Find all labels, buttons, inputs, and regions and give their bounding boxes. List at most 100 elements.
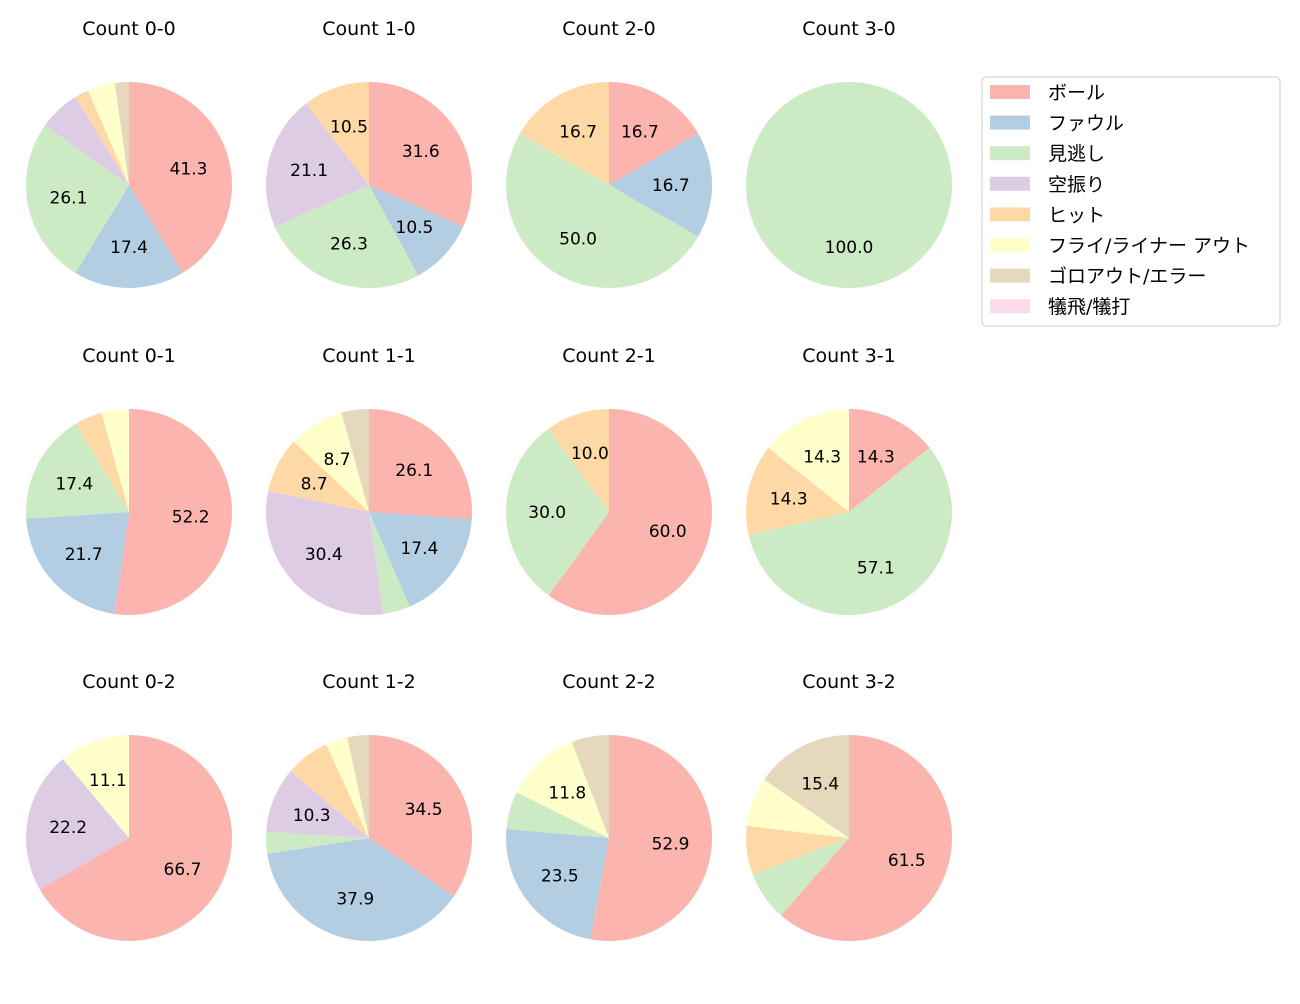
slice-label: 16.7: [652, 176, 690, 196]
slice-label: 8.7: [323, 450, 350, 470]
pie-slice-ファウル: [609, 133, 712, 237]
pie-slice-ヒット: [746, 825, 849, 875]
pie-2-0: Count 2-0 16.7 16.7 50.0 16.7: [505, 18, 712, 289]
pie-slice-ヒット: [290, 744, 369, 838]
pie-slice-ファウル: [75, 185, 183, 288]
pie-title: Count 2-2: [562, 671, 656, 693]
slice-label: 11.1: [89, 771, 127, 791]
slice-label: 26.3: [330, 234, 368, 254]
pie-0-2: Count 0-2 66.7 22.2 11.1: [25, 671, 233, 941]
slice-label: 57.1: [857, 559, 895, 579]
pie-slice-見逃し: [25, 125, 129, 273]
pie-title: Count 0-1: [82, 345, 176, 367]
pie-1-2: Count 1-2 34.5 37.9 10.3: [266, 671, 473, 941]
pie-slice-見逃し: [26, 423, 130, 519]
legend-label: 見逃し: [1048, 143, 1105, 165]
pie-slice-フライ/ライナー アウト: [88, 82, 129, 185]
slice-label: 30.4: [305, 545, 343, 565]
legend-swatch: [990, 115, 1030, 130]
pie-slice-見逃し: [505, 133, 699, 289]
pie-slice-空振り: [266, 770, 369, 838]
pie-slice-空振り: [266, 103, 369, 227]
pie-title: Count 0-0: [82, 18, 176, 40]
pie-slice-空振り: [265, 490, 383, 615]
pie-slice-ヒット: [746, 447, 849, 536]
slice-label: 10.0: [571, 444, 609, 464]
slice-label: 8.7: [301, 474, 328, 494]
pie-title: Count 3-0: [802, 18, 896, 40]
pie-title: Count 3-1: [802, 345, 896, 367]
pie-slice-ゴロアウト/エラー: [114, 82, 129, 185]
slice-label: 26.1: [395, 461, 433, 481]
pie-slice-ボール: [39, 735, 233, 941]
pie-slice-ボール: [548, 409, 713, 616]
slice-label: 21.1: [290, 161, 328, 181]
pie-0-0: Count 0-0 41.3 17.4 26.1: [25, 18, 232, 288]
pie-slice-ボール: [114, 409, 232, 615]
pie-slice-ゴロアウト/エラー: [764, 735, 849, 838]
pie-slice-ボール: [849, 409, 930, 512]
pie-0-1: Count 0-1 52.2 21.7 17.4: [26, 345, 232, 615]
slice-label: 10.3: [293, 806, 331, 826]
slice-label: 10.5: [330, 118, 368, 138]
pie-slice-空振り: [44, 97, 130, 185]
legend-swatch: [990, 85, 1030, 99]
pie-3-1: Count 3-1 14.3 57.1 14.3 14.3: [746, 345, 952, 615]
legend-label: 犠飛/犠打: [1048, 296, 1130, 318]
slice-label: 17.4: [110, 238, 148, 258]
pie-slice-フライ/ライナー アウト: [101, 409, 129, 512]
slice-label: 17.4: [55, 474, 93, 494]
pie-slice-見逃し: [369, 512, 410, 615]
pie-2-2: Count 2-2 52.9 23.5 11.8: [505, 671, 713, 942]
legend-label: ゴロアウト/エラー: [1048, 266, 1206, 288]
legend-swatch: [990, 146, 1030, 161]
pie-slice-ファウル: [505, 828, 609, 940]
slice-label: 10.5: [396, 218, 434, 238]
pie-title: Count 2-1: [562, 345, 656, 367]
slice-label: 30.0: [528, 503, 566, 523]
pie-slice-フライ/ライナー アウト: [746, 779, 849, 838]
legend-swatch: [990, 176, 1030, 191]
pie-slice-ファウル: [369, 512, 472, 607]
slice-label: 22.2: [49, 818, 87, 838]
pie-slice-フライ/ライナー アウト: [516, 741, 609, 838]
pie-slice-ファウル: [267, 838, 454, 941]
pie-slice-ボール: [369, 82, 472, 227]
pie-title: Count 1-2: [322, 671, 416, 693]
slice-label: 16.7: [559, 122, 597, 142]
slice-label: 52.9: [652, 835, 690, 855]
pie-slice-ヒット: [75, 90, 129, 185]
slice-label: 23.5: [541, 866, 579, 886]
pie-title: Count 1-1: [322, 345, 416, 367]
slice-label: 100.0: [825, 238, 874, 258]
pie-slice-空振り: [25, 759, 129, 890]
pie-slice-ヒット: [305, 82, 369, 185]
pie-slice-ファウル: [369, 185, 464, 276]
slice-label: 15.4: [801, 774, 839, 794]
pie-slice-ボール: [609, 82, 699, 185]
slice-label: 31.6: [402, 142, 440, 162]
pie-2-1: Count 2-1 60.0 30.0 10.0: [506, 345, 713, 616]
legend-label: ボール: [1048, 82, 1105, 104]
slice-label: 41.3: [170, 159, 208, 179]
pie-slice-フライ/ライナー アウト: [326, 737, 369, 838]
pie-slice-ゴロアウト/エラー: [341, 409, 369, 512]
slice-label: 16.7: [621, 122, 659, 142]
slice-label: 14.3: [857, 447, 895, 467]
slice-label: 34.5: [405, 800, 443, 820]
pie-slice-ファウル: [26, 512, 130, 614]
pie-slice-フライ/ライナー アウト: [768, 409, 849, 512]
slice-label: 50.0: [559, 230, 597, 250]
pie-slice-見逃し: [506, 792, 609, 838]
pie-slice-ヒット: [548, 409, 609, 512]
slice-label: 60.0: [649, 522, 687, 542]
pie-slice-見逃し: [748, 447, 952, 615]
legend-swatch: [990, 299, 1030, 314]
pie-slice-ボール: [780, 735, 952, 941]
slice-label: 14.3: [803, 447, 841, 467]
pie-slice-ボール: [369, 735, 473, 897]
pie-3-2: Count 3-2 61.5 15.4: [746, 671, 952, 941]
